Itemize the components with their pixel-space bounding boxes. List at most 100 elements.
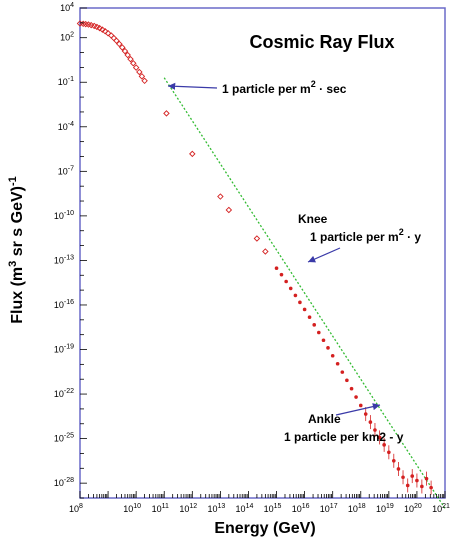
data-point [132, 64, 140, 71]
y-axis-label-part2: sr s GeV) [9, 186, 26, 261]
data-point [163, 110, 170, 117]
data-point [358, 403, 363, 408]
x-tick-label: 1013 [207, 503, 225, 514]
data-point [368, 420, 373, 424]
data-point [225, 206, 233, 214]
data-point [274, 266, 279, 270]
data-point [363, 412, 368, 416]
data-point [424, 476, 429, 481]
data-point [335, 361, 340, 366]
data-point [116, 40, 123, 48]
data-point [340, 370, 345, 374]
x-tick-label: 1011 [152, 503, 169, 514]
y-axis-label-sup1: 3 [7, 261, 19, 267]
data-point [415, 478, 419, 483]
x-tick-label: 1015 [264, 503, 282, 514]
annotation-pps-arrow [167, 82, 218, 90]
data-point [136, 68, 143, 76]
data-point [387, 450, 391, 455]
data-point [391, 459, 396, 463]
data-point [382, 443, 386, 447]
data-point [253, 235, 261, 242]
x-tick-label: 1017 [320, 503, 338, 514]
data-point [312, 323, 317, 327]
data-point [401, 475, 405, 480]
data-point [349, 386, 354, 391]
y-tick-label: 10-28 [54, 477, 74, 488]
annotation-knee-arrow [307, 247, 341, 263]
data-point [99, 26, 106, 33]
annotation-ankle-arrow [335, 403, 381, 416]
y-tick-label: 10-22 [54, 388, 74, 399]
y-tick-label: 10-10 [54, 210, 74, 221]
data-point [96, 24, 103, 32]
data-point [138, 73, 146, 80]
x-axis-ticks: 108 1010 1011 1012 1013 1014 1015 1016 1017 1018 1… [69, 491, 450, 514]
annotation-ankle-line: 1 particle per km2 - y [284, 430, 404, 444]
fit-line-layer [163, 77, 446, 509]
y-tick-label: 104 [60, 2, 74, 13]
data-point [284, 279, 288, 284]
data-point [189, 150, 196, 158]
plot-area [79, 7, 446, 499]
data-point [345, 378, 349, 383]
y-tick-label: 10-7 [58, 165, 74, 176]
data-point [396, 467, 401, 471]
data-point [429, 485, 433, 490]
y-axis-ticks: 104 102 10-1 10-4 10-7 10-10 10-13 10-16 10-19 10… [54, 2, 87, 499]
data-point [307, 315, 312, 320]
data-points-layer [76, 20, 433, 495]
data-point [420, 484, 424, 489]
data-point [279, 272, 284, 277]
data-point [262, 248, 269, 255]
data-point [101, 28, 109, 35]
plot-frame [79, 7, 446, 499]
data-point [321, 338, 326, 343]
x-tick-label: 1010 [123, 503, 141, 514]
annotation-ankle-line: Ankle [308, 412, 341, 426]
data-point [124, 51, 131, 59]
data-point [377, 435, 382, 440]
data-point [217, 193, 224, 200]
x-tick-label: 1012 [179, 503, 197, 514]
y-tick-label: 10-16 [54, 299, 74, 310]
data-point [298, 300, 302, 305]
y-axis-label-part1: Flux (m [9, 267, 26, 324]
data-point [410, 474, 415, 478]
data-point [141, 77, 148, 85]
y-tick-label: 10-4 [58, 121, 74, 132]
annotation-knee-line: 1 particle per m2 · y [310, 227, 421, 244]
data-point [121, 47, 129, 55]
data-point [293, 293, 298, 298]
y-tick-label: 10-19 [54, 344, 74, 355]
annotation-pps-line: 1 particle per m2 · sec [222, 79, 347, 96]
x-tick-label: 1020 [404, 503, 422, 514]
y-axis-label: Flux (m3 sr s GeV)-1 [7, 176, 26, 324]
chart-title: Cosmic Ray Flux [249, 32, 394, 52]
y-tick-label: 102 [60, 32, 74, 43]
annotation-knee-line: Knee [298, 212, 328, 226]
fit-line [163, 77, 446, 509]
y-tick-label: 10-1 [58, 76, 74, 87]
x-tick-label: 1016 [292, 503, 310, 514]
y-axis-label-sup2: -1 [7, 176, 19, 186]
x-tick-label: 1019 [376, 503, 394, 514]
y-tick-label: 10-25 [54, 433, 74, 444]
data-point [354, 395, 358, 399]
x-axis-label: Energy (GeV) [214, 520, 315, 537]
x-tick-label: 1021 [432, 503, 450, 514]
data-point [330, 353, 335, 358]
data-point [127, 55, 134, 63]
x-tick-label: 1018 [348, 503, 366, 514]
data-point [113, 37, 120, 45]
data-point [130, 60, 137, 67]
data-point [302, 307, 307, 312]
data-point [373, 428, 377, 432]
data-point [316, 330, 321, 335]
x-tick-label: 108 [69, 503, 83, 514]
data-point [119, 44, 126, 51]
data-point [104, 29, 112, 37]
data-point [326, 346, 330, 350]
